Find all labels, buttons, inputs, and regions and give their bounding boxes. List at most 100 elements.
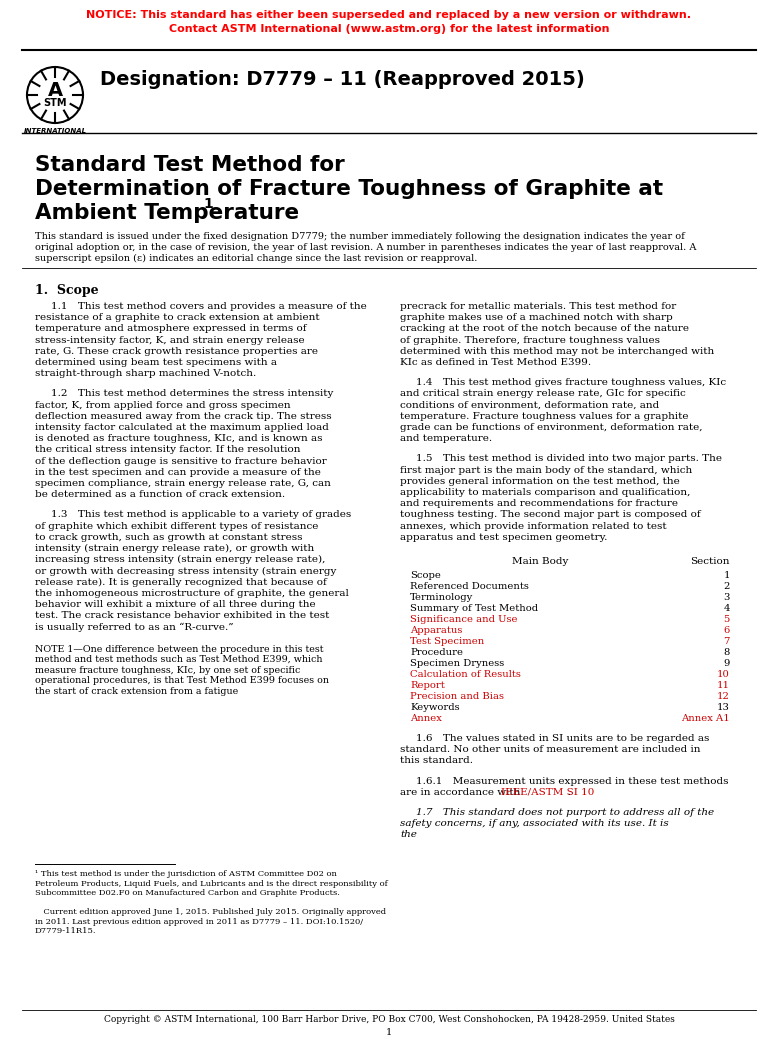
Text: STM: STM (44, 98, 67, 108)
Text: operational procedures, is that Test Method E399 focuses on: operational procedures, is that Test Met… (35, 676, 329, 685)
Text: and temperature.: and temperature. (400, 434, 492, 443)
Text: 1: 1 (724, 572, 730, 580)
Text: Petroleum Products, Liquid Fuels, and Lubricants and is the direct responsibilit: Petroleum Products, Liquid Fuels, and Lu… (35, 880, 387, 888)
Text: safety concerns, if any, associated with its use. It is: safety concerns, if any, associated with… (400, 819, 669, 829)
Text: KIc as defined in Test Method E399.: KIc as defined in Test Method E399. (400, 358, 591, 367)
Text: 6: 6 (724, 626, 730, 635)
Text: 9: 9 (724, 659, 730, 668)
Text: 1.3 This test method is applicable to a variety of grades: 1.3 This test method is applicable to a … (51, 510, 351, 519)
Text: Designation: D7779 – 11 (Reapproved 2015): Designation: D7779 – 11 (Reapproved 2015… (100, 70, 585, 88)
Text: 4: 4 (724, 604, 730, 613)
Text: measure fracture toughness, KIc, by one set of specific: measure fracture toughness, KIc, by one … (35, 665, 300, 675)
Text: Referenced Documents: Referenced Documents (410, 582, 529, 591)
Text: annexes, which provide information related to test: annexes, which provide information relat… (400, 522, 667, 531)
Text: Report: Report (410, 681, 445, 690)
Text: ¹ This test method is under the jurisdiction of ASTM Committee D02 on: ¹ This test method is under the jurisdic… (35, 870, 337, 878)
Text: 2: 2 (724, 582, 730, 591)
Text: D7779-11R15.: D7779-11R15. (35, 926, 96, 935)
Text: Ambient Temperature: Ambient Temperature (35, 203, 299, 223)
Text: A: A (47, 80, 62, 100)
Text: 11: 11 (717, 681, 730, 690)
Text: is denoted as fracture toughness, KIc, and is known as: is denoted as fracture toughness, KIc, a… (35, 434, 323, 443)
Text: Annex: Annex (410, 714, 442, 723)
Text: 1.2 This test method determines the stress intensity: 1.2 This test method determines the stre… (51, 389, 334, 399)
Text: intensity factor calculated at the maximum applied load: intensity factor calculated at the maxim… (35, 423, 329, 432)
Text: 8: 8 (724, 648, 730, 657)
Text: the start of crack extension from a fatigue: the start of crack extension from a fati… (35, 687, 238, 695)
Text: 7: 7 (724, 637, 730, 646)
Text: temperature and atmosphere expressed in terms of: temperature and atmosphere expressed in … (35, 325, 307, 333)
Text: original adoption or, in the case of revision, the year of last revision. A numb: original adoption or, in the case of rev… (35, 243, 696, 252)
Text: Annex A1: Annex A1 (682, 714, 730, 723)
Text: provides general information on the test method, the: provides general information on the test… (400, 477, 680, 486)
Text: method and test methods such as Test Method E399, which: method and test methods such as Test Met… (35, 655, 323, 664)
Text: 3: 3 (724, 593, 730, 602)
Text: grade can be functions of environment, deformation rate,: grade can be functions of environment, d… (400, 423, 703, 432)
Text: 1.7 This standard does not purport to address all of the: 1.7 This standard does not purport to ad… (416, 808, 714, 817)
Text: .: . (567, 788, 570, 796)
Text: Specimen Dryness: Specimen Dryness (410, 659, 504, 668)
Text: Keywords: Keywords (410, 703, 460, 712)
Text: the critical stress intensity factor. If the resolution: the critical stress intensity factor. If… (35, 446, 300, 455)
Text: Main Body: Main Body (512, 557, 568, 566)
Text: to crack growth, such as growth at constant stress: to crack growth, such as growth at const… (35, 533, 303, 541)
Text: are in accordance with: are in accordance with (400, 788, 524, 796)
Text: or growth with decreasing stress intensity (strain energy: or growth with decreasing stress intensi… (35, 566, 336, 576)
Text: NOTE 1—One difference between the procedure in this test: NOTE 1—One difference between the proced… (35, 644, 324, 654)
Text: and critical strain energy release rate, GIc for specific: and critical strain energy release rate,… (400, 389, 685, 399)
Text: Procedure: Procedure (410, 648, 463, 657)
Text: graphite makes use of a machined notch with sharp: graphite makes use of a machined notch w… (400, 313, 673, 323)
Text: Section: Section (691, 557, 730, 566)
Text: and requirements and recommendations for fracture: and requirements and recommendations for… (400, 500, 678, 508)
Text: 1.  Scope: 1. Scope (35, 284, 99, 297)
Text: intensity (strain energy release rate), or growth with: intensity (strain energy release rate), … (35, 544, 314, 553)
Text: 5: 5 (724, 615, 730, 624)
Text: conditions of environment, deformation rate, and: conditions of environment, deformation r… (400, 401, 659, 409)
Text: of the deflection gauge is sensitive to fracture behavior: of the deflection gauge is sensitive to … (35, 457, 327, 465)
Text: superscript epsilon (ε) indicates an editorial change since the last revision or: superscript epsilon (ε) indicates an edi… (35, 254, 478, 263)
Text: Copyright © ASTM International, 100 Barr Harbor Drive, PO Box C700, West Conshoh: Copyright © ASTM International, 100 Barr… (103, 1015, 675, 1024)
Text: determined using beam test specimens with a: determined using beam test specimens wit… (35, 358, 277, 367)
Text: first major part is the main body of the standard, which: first major part is the main body of the… (400, 465, 692, 475)
Text: NOTICE: This standard has either been superseded and replaced by a new version o: NOTICE: This standard has either been su… (86, 10, 692, 20)
Text: deflection measured away from the crack tip. The stress: deflection measured away from the crack … (35, 412, 331, 421)
Text: be determined as a function of crack extension.: be determined as a function of crack ext… (35, 490, 285, 500)
Text: rate, G. These crack growth resistance properties are: rate, G. These crack growth resistance p… (35, 347, 318, 356)
Text: of graphite. Therefore, fracture toughness values: of graphite. Therefore, fracture toughne… (400, 335, 660, 345)
Text: precrack for metallic materials. This test method for: precrack for metallic materials. This te… (400, 302, 676, 311)
Text: toughness testing. The second major part is composed of: toughness testing. The second major part… (400, 510, 701, 519)
Text: Terminology: Terminology (410, 593, 473, 602)
Text: Current edition approved June 1, 2015. Published July 2015. Originally approved: Current edition approved June 1, 2015. P… (35, 908, 386, 916)
Text: the inhomogeneous microstructure of graphite, the general: the inhomogeneous microstructure of grap… (35, 589, 349, 598)
Text: standard. No other units of measurement are included in: standard. No other units of measurement … (400, 745, 700, 754)
Text: INTERNATIONAL: INTERNATIONAL (23, 128, 86, 134)
Text: 1.4 This test method gives fracture toughness values, KIc: 1.4 This test method gives fracture toug… (416, 378, 726, 387)
Text: this standard.: this standard. (400, 757, 473, 765)
Text: Determination of Fracture Toughness of Graphite at: Determination of Fracture Toughness of G… (35, 179, 663, 199)
Text: in the test specimen and can provide a measure of the: in the test specimen and can provide a m… (35, 467, 321, 477)
Text: Calculation of Results: Calculation of Results (410, 670, 521, 679)
Text: of graphite which exhibit different types of resistance: of graphite which exhibit different type… (35, 522, 318, 531)
Text: the: the (400, 831, 417, 839)
Text: Scope: Scope (410, 572, 441, 580)
Text: 13: 13 (717, 703, 730, 712)
Text: 10: 10 (717, 670, 730, 679)
Text: 1.6.1 Measurement units expressed in these test methods: 1.6.1 Measurement units expressed in the… (416, 777, 728, 786)
Text: This standard is issued under the fixed designation D7779; the number immediatel: This standard is issued under the fixed … (35, 232, 685, 242)
Text: 1.6 The values stated in SI units are to be regarded as: 1.6 The values stated in SI units are to… (416, 734, 710, 743)
Text: specimen compliance, strain energy release rate, G, can: specimen compliance, strain energy relea… (35, 479, 331, 488)
Text: resistance of a graphite to crack extension at ambient: resistance of a graphite to crack extens… (35, 313, 320, 323)
Text: Test Specimen: Test Specimen (410, 637, 484, 646)
Text: 12: 12 (717, 692, 730, 701)
Text: 1: 1 (386, 1029, 392, 1037)
Text: in 2011. Last previous edition approved in 2011 as D7779 – 11. DOI:10.1520/: in 2011. Last previous edition approved … (35, 917, 363, 925)
Text: straight-through sharp machined V-notch.: straight-through sharp machined V-notch. (35, 370, 256, 378)
Text: 1.5 This test method is divided into two major parts. The: 1.5 This test method is divided into two… (416, 455, 722, 463)
Text: Standard Test Method for: Standard Test Method for (35, 155, 345, 175)
Text: Subcommittee D02.F0 on Manufactured Carbon and Graphite Products.: Subcommittee D02.F0 on Manufactured Carb… (35, 889, 340, 897)
Text: Summary of Test Method: Summary of Test Method (410, 604, 538, 613)
Text: release rate). It is generally recognized that because of: release rate). It is generally recognize… (35, 578, 327, 587)
Text: Apparatus: Apparatus (410, 626, 462, 635)
Text: factor, K, from applied force and gross specimen: factor, K, from applied force and gross … (35, 401, 291, 409)
Text: cracking at the root of the notch because of the nature: cracking at the root of the notch becaus… (400, 325, 689, 333)
